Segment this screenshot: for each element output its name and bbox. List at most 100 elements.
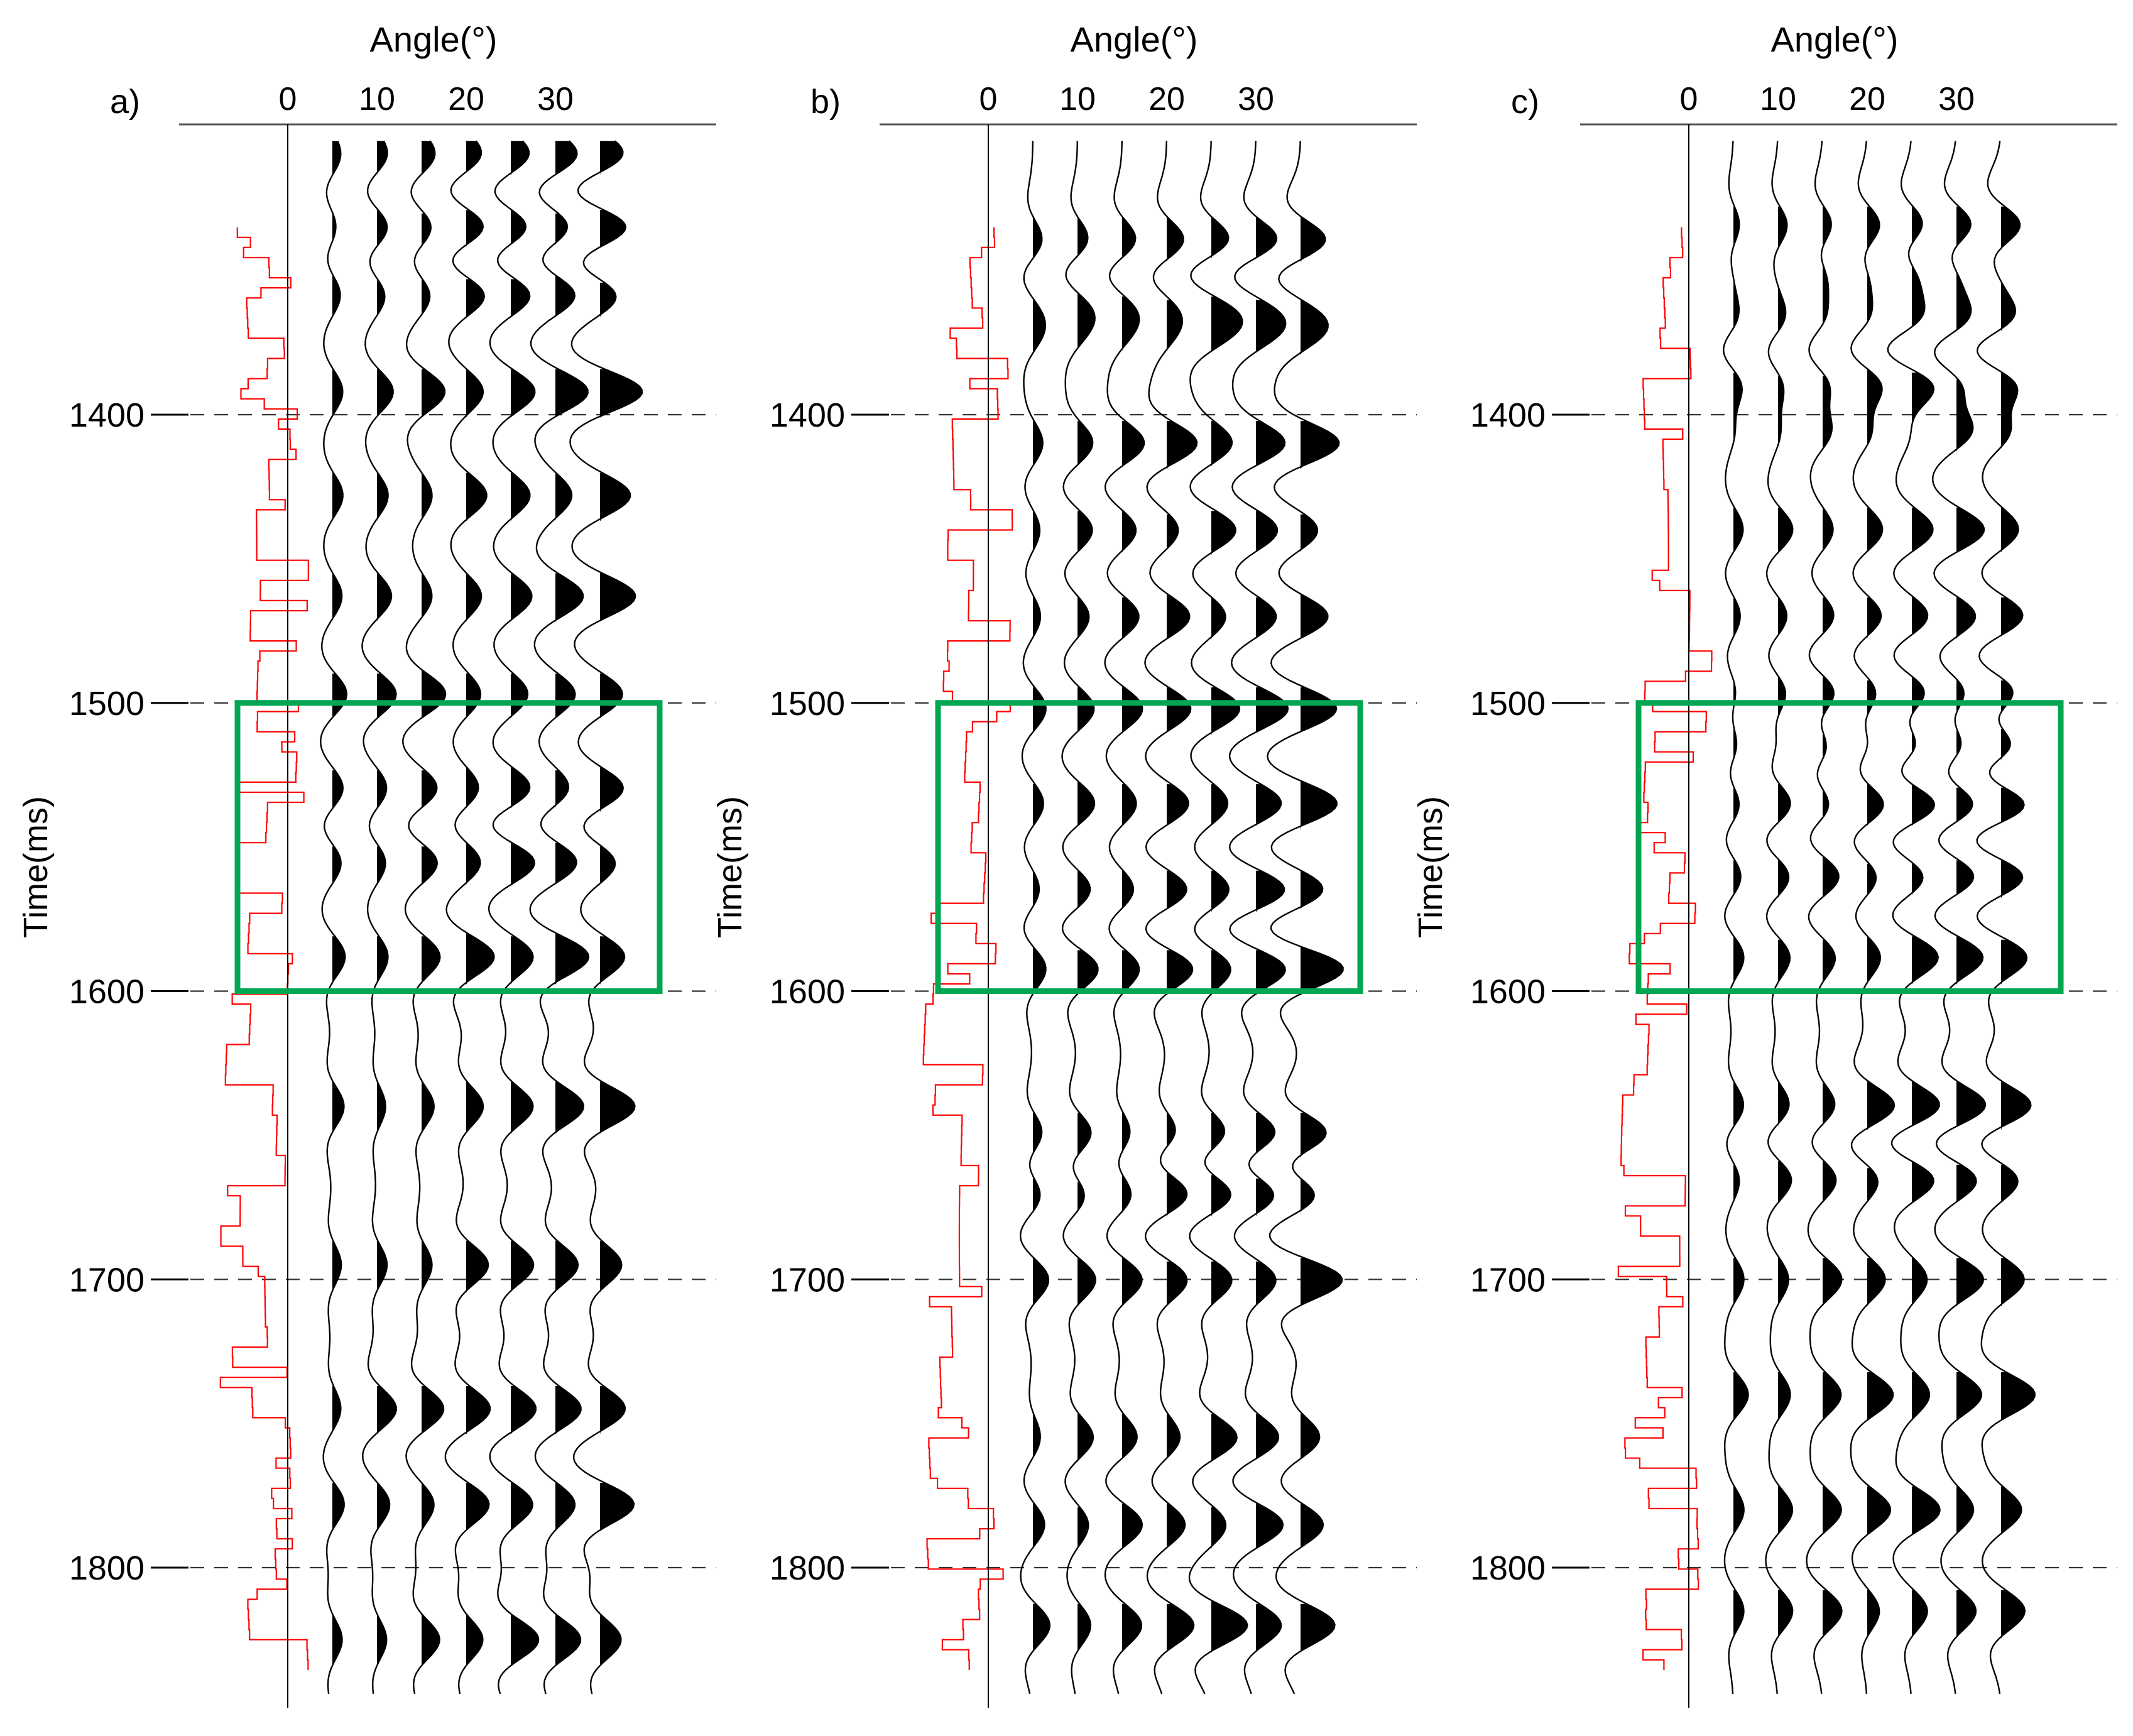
wiggle-trace [1188, 141, 1248, 1695]
time-tick-label: 1400 [1470, 396, 1546, 434]
wiggle-trace [1267, 141, 1344, 1695]
wiggle-trace [1887, 141, 1941, 1695]
reflectivity-curve [922, 227, 1013, 1670]
trace-line [1188, 141, 1248, 1695]
trace-line [1931, 141, 1987, 1695]
trace-line [1887, 141, 1941, 1695]
time-tick-label: 1500 [770, 685, 845, 723]
angle-tick-label: 10 [1059, 81, 1096, 117]
wiggle-trace [1228, 141, 1289, 1695]
time-tick-label: 1700 [1470, 1261, 1546, 1299]
angle-axis-title: Angle(°) [1771, 19, 1899, 59]
angle-tick-label: 20 [1849, 81, 1885, 117]
trace-line [361, 140, 397, 1695]
panel-b: b) Angle(°) 0 10 20 30 Time(ms) 1400 1500 1600 170… [711, 19, 1417, 1708]
wiggle-trace [402, 140, 447, 1695]
wiggle-trace [1765, 141, 1794, 1695]
trace-fill [600, 141, 642, 1666]
highlight-box [234, 700, 663, 994]
time-tick-label: 1600 [69, 973, 145, 1011]
time-tick-label: 1800 [69, 1549, 145, 1587]
angle-tick-label: 30 [1238, 81, 1274, 117]
trace-line [1061, 141, 1099, 1695]
trace-line [1228, 141, 1289, 1695]
time-tick-label: 1600 [770, 973, 845, 1011]
trace-line [1723, 141, 1749, 1694]
trace-fill [1733, 206, 1748, 1639]
angle-tick-label: 10 [359, 81, 395, 117]
trace-fill [1167, 217, 1197, 1652]
trace-fill [1956, 206, 1985, 1639]
time-tick-label: 1600 [1470, 973, 1546, 1011]
trace-line [529, 140, 590, 1695]
angle-tick-label: 0 [979, 81, 998, 117]
angle-tick-label: 30 [537, 81, 574, 117]
trace-line [1806, 141, 1843, 1695]
time-axis-title: Time(ms) [711, 796, 749, 938]
trace-line [402, 140, 447, 1695]
time-tick-label: 1800 [770, 1549, 845, 1587]
panel-label: a) [110, 83, 140, 121]
angle-tick-label: 20 [448, 81, 484, 117]
wiggle-trace [361, 140, 397, 1695]
time-axis-title: Time(ms) [1412, 796, 1449, 938]
wiggle-trace [320, 140, 348, 1695]
trace-fill [332, 141, 347, 1666]
wiggle-trace [1104, 141, 1145, 1695]
trace-fill [2001, 206, 2035, 1639]
panel-label: c) [1511, 83, 1539, 121]
angle-axis-title: Angle(°) [370, 19, 498, 59]
wiggle-trace [1850, 141, 1896, 1694]
trace-fill [555, 141, 589, 1666]
trace-fill [1778, 206, 1793, 1639]
trace-line [320, 140, 348, 1695]
trace-line [1144, 141, 1198, 1695]
trace-fill [377, 141, 396, 1666]
trace-fill [1122, 217, 1145, 1652]
angle-tick-label: 30 [1938, 81, 1975, 117]
angle-axis-title: Angle(°) [1071, 19, 1198, 59]
trace-line [1976, 141, 2036, 1695]
wiggle-trace [529, 140, 590, 1695]
time-tick-label: 1500 [69, 685, 145, 723]
wiggle-trace [1931, 141, 1987, 1695]
trace-line [1765, 141, 1794, 1695]
wiggle-trace [1806, 141, 1843, 1695]
reflectivity-curve [219, 227, 309, 1670]
time-axis-title: Time(ms) [17, 796, 55, 938]
trace-fill [422, 141, 446, 1666]
trace-fill [1867, 206, 1895, 1639]
trace-line [1850, 141, 1896, 1694]
trace-fill [466, 141, 494, 1666]
time-tick-label: 1800 [1470, 1549, 1546, 1587]
highlight-box [935, 700, 1363, 994]
panel-c: c) Angle(°) 0 10 20 30 Time(ms) 1400 1500 1600 170… [1412, 19, 2117, 1708]
wiggle-trace [1019, 141, 1051, 1695]
trace-fill [1301, 217, 1343, 1652]
angle-tick-label: 0 [1680, 81, 1698, 117]
trace-fill [1033, 217, 1050, 1652]
trace-line [1104, 141, 1145, 1695]
time-tick-label: 1700 [69, 1261, 145, 1299]
time-tick-label: 1700 [770, 1261, 845, 1299]
highlight-box [1635, 700, 2064, 994]
time-tick-label: 1500 [1470, 685, 1546, 723]
angle-tick-label: 0 [279, 81, 297, 117]
panel-label: b) [810, 83, 841, 121]
trace-fill [1211, 217, 1248, 1652]
trace-fill [1823, 206, 1842, 1639]
trace-fill [1077, 217, 1098, 1652]
trace-line [1267, 141, 1344, 1695]
panel-a: a) Angle(°) 0 10 20 30 Time(ms) 1400 1500 1600 170… [17, 19, 716, 1708]
trace-fill [511, 141, 539, 1666]
wiggle-trace [1976, 141, 2036, 1695]
trace-line [569, 140, 643, 1695]
trace-line [444, 140, 495, 1695]
reflectivity-curve [1617, 227, 1713, 1670]
wiggle-trace [1061, 141, 1099, 1695]
trace-fill [1912, 206, 1940, 1639]
angle-tick-label: 10 [1760, 81, 1796, 117]
wiggle-trace [444, 140, 495, 1695]
trace-line [488, 140, 540, 1695]
